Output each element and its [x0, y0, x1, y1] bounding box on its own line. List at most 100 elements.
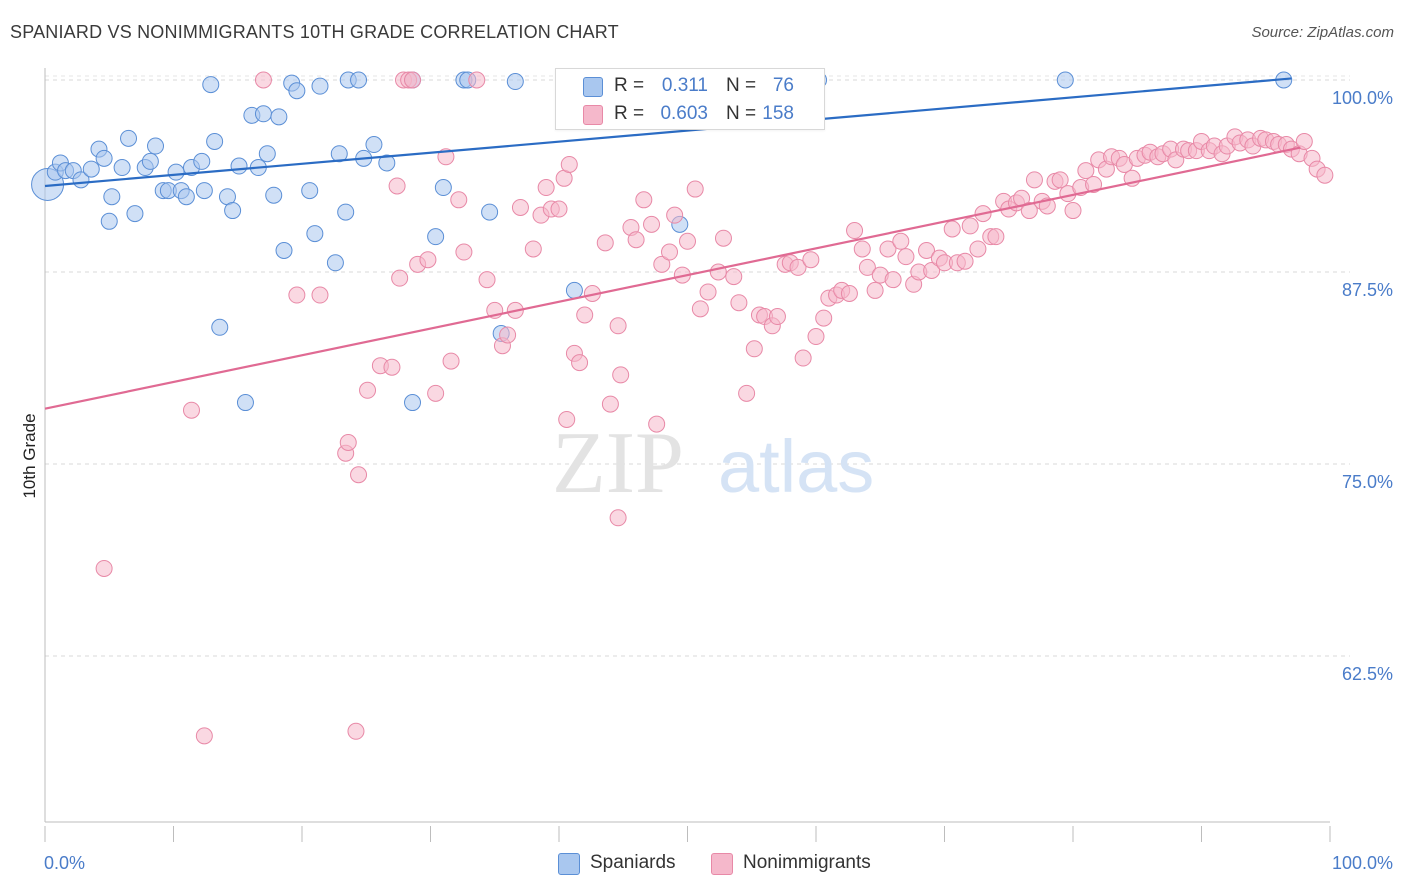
- nonimmigrants-point: [666, 206, 684, 224]
- spaniards-point: [365, 136, 383, 154]
- spaniards-point: [206, 132, 224, 150]
- nonimmigrants-point: [853, 240, 871, 258]
- nonimmigrants-point: [95, 559, 113, 577]
- nonimmigrants-point: [254, 71, 272, 89]
- nonimmigrants-point: [866, 281, 884, 299]
- nonimmigrants-point: [897, 248, 915, 266]
- nonimmigrants-point: [1295, 132, 1313, 150]
- nonimmigrants-point: [648, 415, 666, 433]
- nonimmigrants-trend-line: [44, 146, 1301, 410]
- spaniards-point: [167, 163, 185, 181]
- nonimmigrants-point: [918, 241, 936, 259]
- spaniards-point: [434, 179, 452, 197]
- n-value: 158: [762, 103, 794, 124]
- nonimmigrants-point: [427, 384, 445, 402]
- nonimmigrants-point: [840, 285, 858, 303]
- nonimmigrants-point: [956, 252, 974, 270]
- nonimmigrants-point: [789, 258, 807, 276]
- r-value: 0.311: [661, 75, 708, 96]
- spaniards-point: [427, 228, 445, 246]
- y-tick-label: 75.0%: [1342, 472, 1393, 492]
- spaniards-point: [288, 82, 306, 100]
- nonimmigrants-point: [537, 179, 555, 197]
- nonimmigrants-legend-swatch: [711, 853, 733, 875]
- nonimmigrants-point: [943, 220, 961, 238]
- spaniards-swatch: [583, 77, 603, 97]
- nonimmigrants-point: [478, 271, 496, 289]
- nonimmigrants-point: [691, 300, 709, 318]
- nonimmigrants-point: [609, 317, 627, 335]
- n-value: 76: [772, 75, 794, 96]
- n-label: N =: [726, 75, 757, 96]
- spaniards-point: [236, 394, 254, 412]
- stats-row-spaniards: R = 0.311 N = 76: [556, 71, 824, 101]
- nonimmigrants-point: [1085, 175, 1103, 193]
- spaniards-point: [177, 188, 195, 206]
- nonimmigrants-point: [511, 198, 529, 216]
- nonimmigrants-point: [987, 228, 1005, 246]
- nonimmigrants-point: [653, 255, 671, 273]
- spaniards-point: [275, 241, 293, 259]
- nonimmigrants-point: [612, 366, 630, 384]
- nonimmigrants-point: [499, 326, 517, 344]
- spaniards-point: [506, 73, 524, 91]
- nonimmigrants-point: [288, 286, 306, 304]
- nonimmigrants-point: [802, 251, 820, 269]
- spaniards-point: [103, 188, 121, 206]
- nonimmigrants-point: [635, 191, 653, 209]
- nonimmigrants-point: [961, 217, 979, 235]
- y-tick-label: 87.5%: [1342, 280, 1393, 300]
- spaniards-point: [113, 159, 131, 177]
- spaniards-point: [481, 203, 499, 221]
- spaniards-point: [258, 145, 276, 163]
- spaniards-point: [126, 205, 144, 223]
- spaniards-point: [350, 71, 368, 89]
- nonimmigrants-point: [969, 240, 987, 258]
- nonimmigrants-point: [195, 727, 213, 745]
- spaniards-point: [337, 203, 355, 221]
- spaniards-point: [202, 76, 220, 94]
- source-credit: Source: ZipAtlas.com: [1251, 24, 1394, 41]
- spaniards-point: [95, 149, 113, 167]
- nonimmigrants-point: [738, 384, 756, 402]
- chart-title: SPANIARD VS NONIMMIGRANTS 10TH GRADE COR…: [10, 22, 619, 42]
- nonimmigrants-point: [846, 222, 864, 240]
- nonimmigrants-point: [1316, 166, 1334, 184]
- spaniards-point: [265, 186, 283, 204]
- spaniards-point: [404, 394, 422, 412]
- spaniards-point: [211, 318, 229, 336]
- nonimmigrants-point: [1077, 162, 1095, 180]
- trend-lines: [44, 77, 1301, 410]
- nonimmigrants-point: [892, 232, 910, 250]
- r-label: R =: [614, 75, 645, 96]
- nonimmigrants-point: [550, 200, 568, 218]
- stats-row-nonimmigrants: R = 0.603 N = 158: [556, 99, 824, 129]
- nonimmigrants-point: [311, 286, 329, 304]
- spaniards-point: [193, 152, 211, 170]
- nonimmigrants-point: [524, 240, 542, 258]
- nonimmigrants-point: [560, 155, 578, 173]
- nonimmigrants-point: [714, 229, 732, 247]
- nonimmigrants-point: [794, 349, 812, 367]
- spaniards-point: [100, 212, 118, 230]
- r-value: 0.603: [660, 103, 708, 124]
- nonimmigrants-point: [725, 268, 743, 286]
- spaniards-point: [224, 202, 242, 220]
- legend-label-spaniards: Spaniards: [590, 852, 676, 873]
- nonimmigrants-point: [419, 251, 437, 269]
- spaniards-point: [254, 105, 272, 123]
- watermark-atlas: atlas: [718, 425, 874, 508]
- nonimmigrants-point: [571, 354, 589, 372]
- nonimmigrants-point: [679, 232, 696, 250]
- nonimmigrants-point: [661, 243, 679, 261]
- watermark: ZIP atlas: [552, 415, 874, 512]
- spaniards-point: [311, 77, 329, 95]
- spaniards-point: [306, 225, 324, 243]
- nonimmigrants-point: [468, 71, 486, 89]
- nonimmigrants-point: [730, 294, 748, 312]
- x-tick-label-min: 0.0%: [44, 853, 85, 873]
- y-axis-label: 10th Grade: [20, 413, 39, 498]
- nonimmigrants-point: [879, 240, 897, 258]
- watermark-zip: ZIP: [552, 415, 684, 512]
